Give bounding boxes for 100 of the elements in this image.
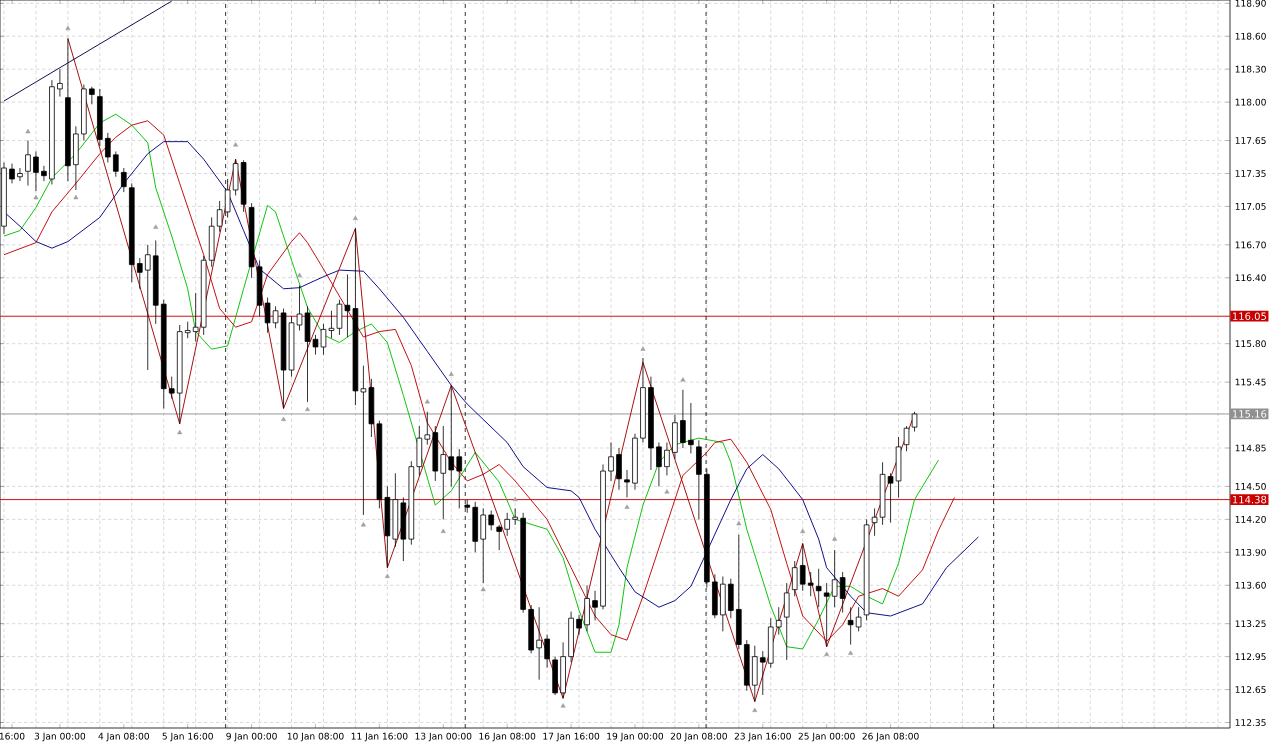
candlestick xyxy=(512,507,518,526)
candlestick xyxy=(839,571,846,614)
x-tick-label: 17 Jan 16:00 xyxy=(543,732,600,742)
x-tick-label: 5 Jan 16:00 xyxy=(162,732,213,742)
x-tick-label: 23 Jan 16:00 xyxy=(734,732,791,742)
y-tick-label: 117.65 xyxy=(1235,137,1266,144)
y-tick-label: 116.70 xyxy=(1235,241,1266,249)
ref-line-label: 114.38 xyxy=(1232,495,1267,504)
point xyxy=(560,703,566,708)
point xyxy=(384,573,390,578)
x-tick-label: 20 Jan 08:00 xyxy=(670,732,727,742)
candlestick xyxy=(847,606,854,645)
y-tick-label: 114.20 xyxy=(1235,515,1266,523)
point xyxy=(848,650,854,655)
x-tick-label: 3 Jan 00:00 xyxy=(34,732,86,742)
candlestick xyxy=(536,606,542,681)
y-tick-label: 114.85 xyxy=(1235,444,1266,452)
candlestick xyxy=(680,389,686,449)
y-tick-label: 112.35 xyxy=(1235,719,1266,726)
x-tick-label: 4 Jan 08:00 xyxy=(98,732,150,742)
point xyxy=(664,489,670,494)
point xyxy=(177,429,183,435)
candlestick xyxy=(17,167,23,182)
candlestick xyxy=(57,68,63,98)
ref-line-label: 116.05 xyxy=(1232,312,1266,321)
point xyxy=(65,25,71,31)
x-tick-label: 13 Jan 00:00 xyxy=(415,732,472,742)
point xyxy=(736,520,742,526)
candlestick xyxy=(216,200,223,233)
point xyxy=(480,586,486,592)
y-tick-label: 118.00 xyxy=(1235,98,1266,106)
candlestick xyxy=(871,507,878,537)
candlestick xyxy=(504,512,510,537)
candlestick xyxy=(887,472,894,524)
candlestick xyxy=(624,469,630,498)
y-tick-label: 118.60 xyxy=(1235,32,1266,40)
candlestick xyxy=(823,582,830,648)
point xyxy=(832,536,838,541)
candlestick xyxy=(799,543,806,592)
point xyxy=(424,399,430,404)
candlestick xyxy=(121,167,127,193)
x-tick-label: 26 Jan 08:00 xyxy=(862,732,919,742)
candlestick xyxy=(113,151,119,178)
y-tick-label: 117.35 xyxy=(1235,170,1266,177)
point xyxy=(360,522,366,527)
x-tick-label: 11 Jan 16:00 xyxy=(351,732,408,742)
y-tick-label: 115.45 xyxy=(1235,378,1266,386)
candlestick xyxy=(33,151,39,192)
candlestick xyxy=(903,425,910,452)
point xyxy=(824,651,830,656)
y-tick-label: 116.40 xyxy=(1235,274,1266,282)
candlestick xyxy=(791,560,798,597)
point xyxy=(305,406,310,412)
candlestick xyxy=(25,140,31,186)
point xyxy=(281,416,287,421)
candlestick xyxy=(855,606,862,632)
candlestick xyxy=(192,292,199,342)
point xyxy=(680,377,686,382)
candlestick xyxy=(144,244,151,371)
candlestick xyxy=(41,165,47,182)
candlestick xyxy=(688,402,694,454)
candlestick xyxy=(89,86,95,105)
candlestick xyxy=(184,321,191,339)
point xyxy=(297,272,302,278)
y-tick-label: 112.95 xyxy=(1235,653,1266,661)
candlestick xyxy=(807,571,814,597)
candlestick xyxy=(360,365,367,516)
point xyxy=(752,707,758,712)
point xyxy=(624,504,630,509)
candlestick xyxy=(608,442,614,482)
y-tick-label: 115.80 xyxy=(1235,340,1266,348)
candlestick xyxy=(105,132,111,163)
y-tick-label: 113.90 xyxy=(1235,548,1266,556)
x-tick-label: 16:00 xyxy=(0,732,25,740)
candlestick xyxy=(664,442,670,476)
candlestick xyxy=(448,385,455,487)
point xyxy=(512,496,518,502)
point xyxy=(448,371,454,376)
y-tick-label: 113.25 xyxy=(1235,620,1266,628)
y-tick-label: 118.30 xyxy=(1235,65,1266,73)
y-tick-label: 118.90 xyxy=(1235,0,1266,7)
candlestick xyxy=(592,590,598,621)
candlestick xyxy=(9,163,15,184)
point xyxy=(25,128,31,134)
candlestick xyxy=(136,257,143,290)
candlestick xyxy=(759,650,766,696)
point xyxy=(800,528,806,533)
candlestick xyxy=(831,549,838,608)
candlestick xyxy=(911,411,918,432)
x-tick-label: 16 Jan 08:00 xyxy=(479,732,536,742)
candlestick xyxy=(488,510,494,531)
y-tick-label: 112.65 xyxy=(1235,686,1266,693)
ref-line-label: 115.16 xyxy=(1232,410,1267,418)
point xyxy=(352,215,358,221)
x-tick-label: 9 Jan 00:00 xyxy=(226,732,277,742)
point xyxy=(640,346,646,351)
candlestick xyxy=(544,634,550,669)
candlestick xyxy=(496,524,502,551)
point xyxy=(33,194,39,200)
point xyxy=(440,528,446,533)
